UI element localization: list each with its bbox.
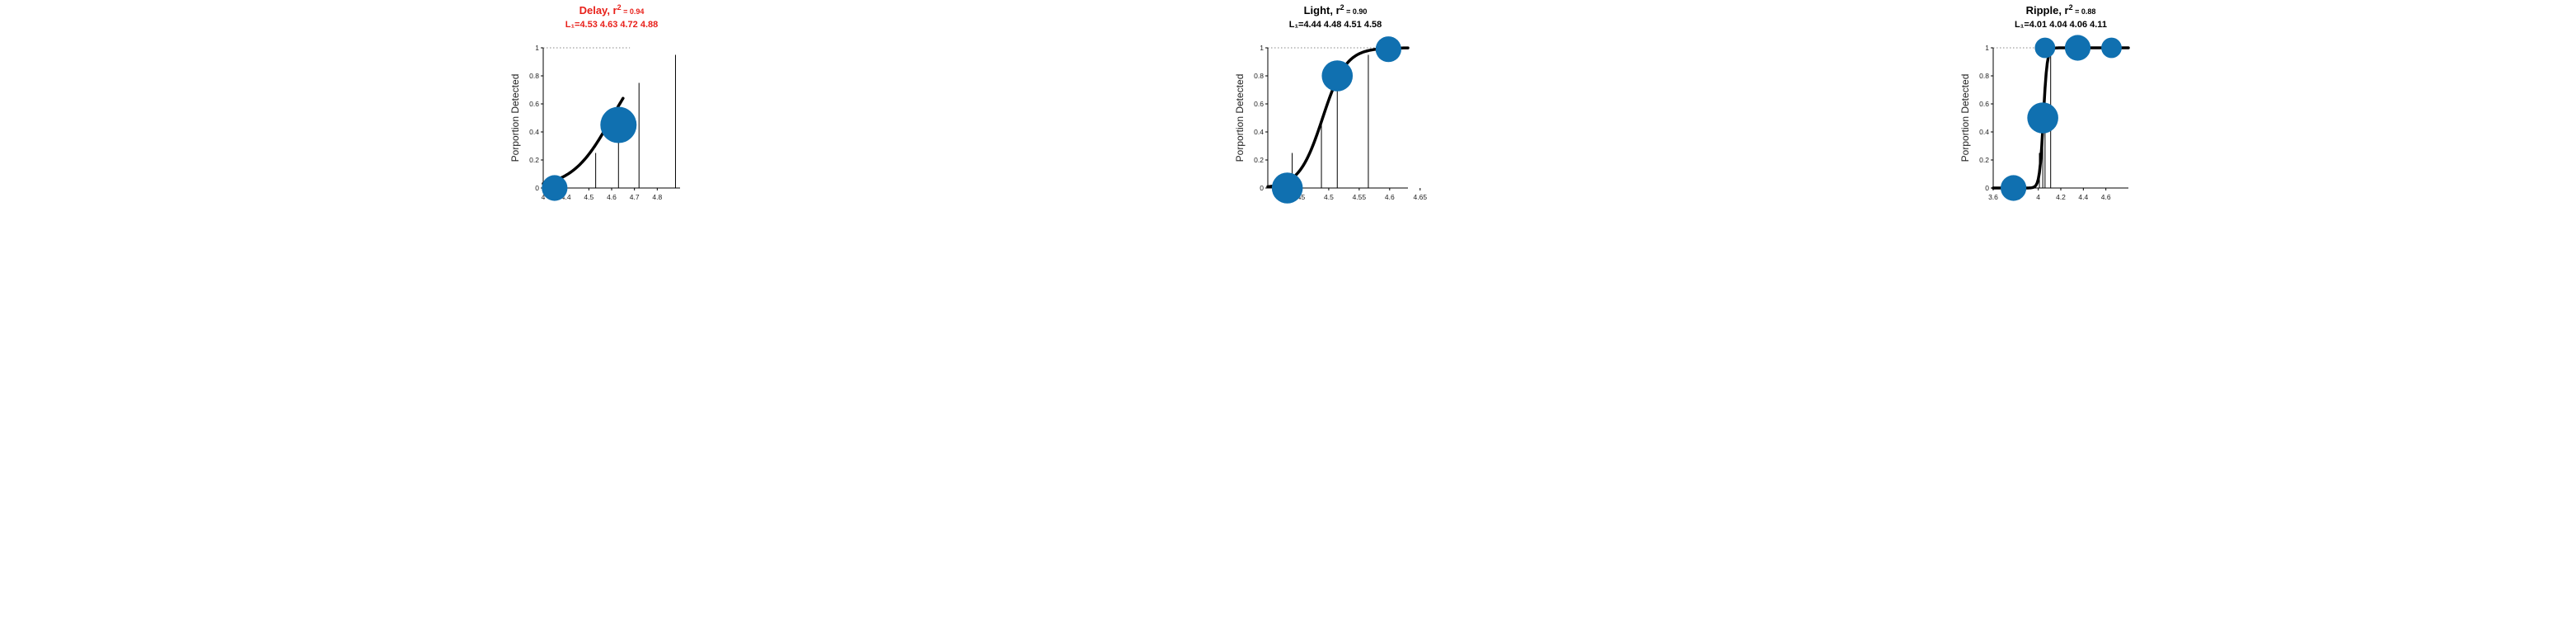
chart-title-sup: 2 [2069, 3, 2073, 12]
chart-title: Delay, r2 = 0.94 [579, 3, 645, 16]
x-tick-label: 4.2 [2056, 193, 2066, 201]
x-tick-label: 4.6 [1385, 193, 1395, 201]
x-tick-label: 4 [542, 193, 546, 201]
x-tick-label: 4.5 [584, 193, 594, 201]
data-point-3 [2034, 37, 2056, 59]
x-tick-label: 4.4 [561, 193, 571, 201]
y-tick-label: 0.6 [1254, 100, 1264, 108]
data-point-1 [2001, 175, 2027, 201]
data-point-2 [1321, 60, 1354, 92]
chart-title-sup: 2 [617, 3, 622, 12]
data-point-2 [2027, 102, 2058, 134]
y-tick-label: 0.2 [1254, 156, 1264, 164]
data-point-3 [1375, 36, 1401, 63]
chart-title-main: Light, r [1304, 4, 1340, 16]
x-tick-label: 4.65 [1414, 193, 1428, 201]
y-tick-label: 0.8 [1254, 72, 1264, 80]
y-tick-label: 0.6 [1979, 100, 1989, 108]
chart-title-tail: = 0.88 [2073, 7, 2096, 16]
chart-title: Ripple, r2 = 0.88 [2026, 3, 2096, 16]
y-tick-label: 0 [1260, 184, 1264, 192]
data-point-5 [2101, 37, 2122, 59]
fit-curve [1992, 46, 2130, 190]
y-tick-label: 0.2 [529, 156, 539, 164]
chart-l-values: L₁=4.01 4.04 4.06 4.11 [2015, 20, 2107, 30]
data-point-1 [1271, 172, 1303, 204]
y-tick-label: 0.4 [1979, 128, 1989, 136]
y-axis-label: Porportion Detected [1959, 74, 1971, 162]
y-tick-label: 1 [1260, 44, 1264, 52]
y-tick-label: 1 [535, 44, 539, 52]
x-tick-label: 3.6 [1988, 193, 1998, 201]
y-tick-label: 0.4 [529, 128, 539, 136]
chart-title-sup: 2 [1340, 3, 1344, 12]
y-tick-label: 0 [535, 184, 539, 192]
x-tick-label: 4.4 [2078, 193, 2088, 201]
y-axis-label: Porportion Detected [509, 74, 521, 162]
chart-title-main: Delay, r [579, 4, 617, 16]
chart-title: Light, r2 = 0.90 [1304, 3, 1368, 16]
y-tick-label: 0.8 [1979, 72, 1989, 80]
y-tick-label: 0.2 [1979, 156, 1989, 164]
chart-title-tail: = 0.90 [1344, 7, 1368, 16]
chart-l-values: L₁=4.44 4.48 4.51 4.58 [1289, 20, 1382, 30]
x-tick-label: 4.55 [1353, 193, 1367, 201]
y-tick-label: 0.4 [1254, 128, 1264, 136]
chart-panel-1: Delay, r2 = 0.94 L₁=4.53 4.63 4.72 4.88 0 0… [509, 3, 680, 201]
data-point-1 [542, 175, 568, 201]
chart-title-main: Ripple, r [2026, 4, 2069, 16]
x-tick-label: 4.6 [607, 193, 617, 201]
x-tick-label: 4 [2036, 193, 2040, 201]
chart-panel-2: Light, r2 = 0.90 L₁=4.44 4.48 4.51 4.58 0 0… [1234, 3, 1427, 204]
y-axis-label: Porportion Detected [1234, 74, 1246, 162]
x-tick-label: 4.7 [630, 193, 640, 201]
y-tick-label: 0 [1985, 184, 1989, 192]
y-tick-label: 0.8 [529, 72, 539, 80]
data-point-2 [600, 106, 637, 143]
x-tick-label: 4.5 [1324, 193, 1334, 201]
chart-title-tail: = 0.94 [622, 7, 645, 16]
x-tick-label: 4.6 [2101, 193, 2111, 201]
data-point-4 [2064, 35, 2091, 61]
y-tick-label: 1 [1985, 44, 1989, 52]
y-tick-label: 0.6 [529, 100, 539, 108]
x-tick-label: 4.8 [652, 193, 662, 201]
chart-panel-3: Ripple, r2 = 0.88 L₁=4.01 4.04 4.06 4.11 0… [1959, 3, 2130, 201]
chart-l-values: L₁=4.53 4.63 4.72 4.88 [565, 20, 659, 30]
